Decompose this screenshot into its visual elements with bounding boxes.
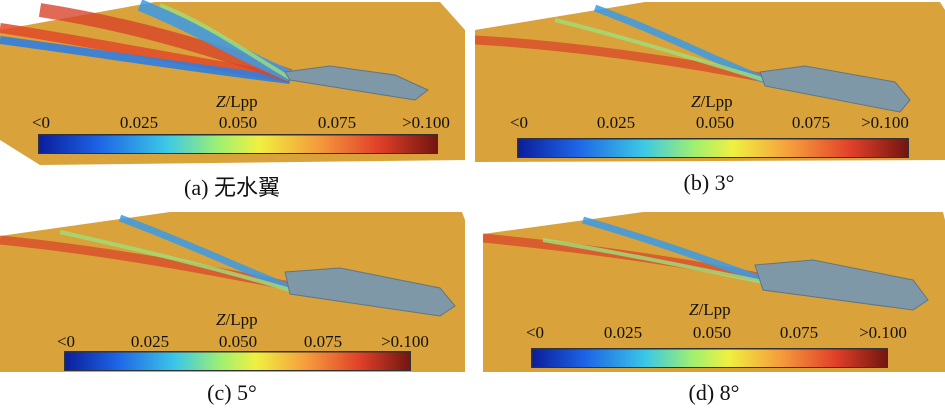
colorbar-tick-label: <0: [31, 113, 51, 132]
wake-green-d: [542, 238, 764, 284]
panel-b: Z/Lpp <0 0.025 0.050 0.075 >0.100 (b) 3°: [475, 0, 945, 200]
wave-field-a: [0, 0, 465, 165]
colorbar-tick-label: 0.050: [218, 332, 258, 351]
colorbar-title: Z/Lpp: [689, 300, 731, 319]
panel-caption: (c) 5°: [207, 380, 257, 405]
hull-b: [759, 65, 911, 113]
wave-field-c: [0, 212, 465, 372]
panel-caption: (a) 无水翼: [184, 175, 280, 200]
wake-green-b: [554, 18, 766, 82]
wake-trough-c: [118, 214, 292, 292]
colorbar: [531, 348, 888, 368]
colorbar-tick-label: 0.050: [692, 323, 732, 342]
panel-c: Z/Lpp <0 0.025 0.050 0.075 >0.100 (c) 5°: [0, 210, 465, 411]
colorbar-title: Z/Lpp: [691, 92, 733, 111]
colorbar-title: Z/Lpp: [216, 310, 258, 329]
colorbar-tick-label: 0.075: [317, 113, 357, 132]
wake-trough-d: [582, 216, 765, 284]
hull-c: [284, 267, 456, 317]
colorbar-tick-label: <0: [525, 323, 545, 342]
panel-a: Z/Lpp <0 0.025 0.050 0.075 >0.100 (a) 无水…: [0, 0, 465, 200]
colorbar-tick-label: 0.075: [791, 113, 831, 132]
colorbar-tick-label: >0.100: [861, 113, 909, 132]
colorbar-tick-label: 0.075: [303, 332, 343, 351]
colorbar-tick-label: 0.025: [603, 323, 643, 342]
colorbar-tick-label: >0.100: [859, 323, 907, 342]
colorbar: [38, 134, 438, 154]
panel-caption: (d) 8°: [688, 380, 740, 405]
colorbar-tick-label: 0.025: [130, 332, 170, 351]
colorbar-tick-label: >0.100: [402, 113, 450, 132]
colorbar: [517, 138, 909, 158]
colorbar-tick-label: >0.100: [381, 332, 429, 351]
colorbar-tick-label: 0.050: [695, 113, 735, 132]
colorbar-tick-label: 0.050: [218, 113, 258, 132]
colorbar-title: Z/Lpp: [216, 92, 258, 111]
free-surface-b: [475, 2, 945, 162]
colorbar-tick-label: 0.025: [596, 113, 636, 132]
colorbar-tick-label: <0: [56, 332, 76, 351]
wave-field-d: [483, 212, 945, 372]
hull-a: [284, 65, 429, 101]
wake-green-a: [159, 3, 291, 80]
panel-d: Z/Lpp <0 0.025 0.050 0.075 >0.100 (d) 8°: [483, 210, 945, 411]
colorbar: [64, 351, 411, 371]
colorbar-tick-label: 0.025: [119, 113, 159, 132]
panel-caption: (b) 3°: [683, 170, 735, 195]
hull-d: [754, 259, 929, 311]
wave-field-b: [475, 2, 945, 162]
colorbar-tick-label: <0: [509, 113, 529, 132]
wake-trough-a: [0, 36, 291, 84]
colorbar-tick-label: 0.075: [779, 323, 819, 342]
wake-green-c: [59, 230, 291, 292]
